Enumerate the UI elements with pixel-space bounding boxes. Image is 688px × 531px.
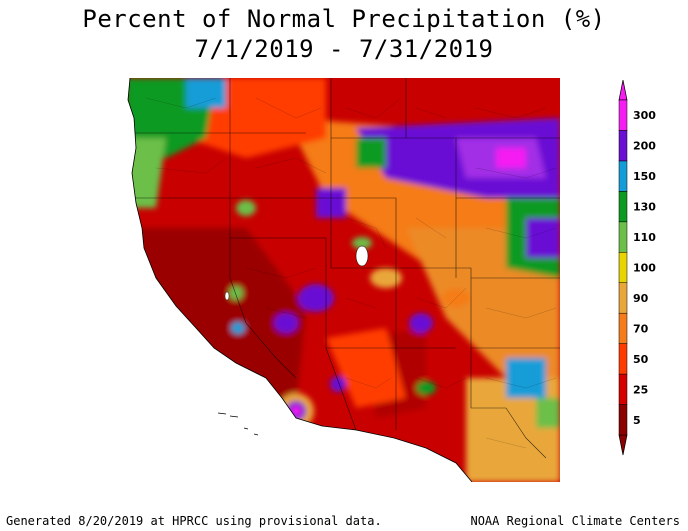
great-salt-lake (355, 245, 369, 267)
legend-swatch-130 (618, 191, 628, 223)
legend-swatch-70 (618, 312, 628, 344)
state-boundaries (128, 78, 560, 459)
legend-label-130: 130 (633, 201, 656, 214)
precipitation-map (126, 77, 560, 483)
legend-swatch-100 (618, 252, 628, 283)
legend-swatch-200 (618, 130, 628, 162)
lake-tahoe (224, 291, 230, 301)
channel-islands (217, 412, 259, 436)
legend-swatch-150 (618, 160, 628, 192)
legend-swatch-300 (618, 99, 628, 131)
legend-label-110: 110 (633, 231, 656, 244)
coastline (127, 77, 473, 483)
legend-label-5: 5 (633, 414, 641, 427)
county-boundaries (145, 97, 557, 449)
legend-arrow-top (618, 80, 628, 101)
legend-swatch-110 (618, 221, 628, 253)
map-date-range: 7/1/2019 - 7/31/2019 (194, 35, 494, 63)
legend-label-90: 90 (633, 292, 649, 305)
legend-swatch-5 (618, 404, 628, 436)
legend-arrow-bottom (618, 434, 628, 456)
legend-label-300: 300 (633, 109, 656, 122)
legend-label-25: 25 (633, 383, 648, 396)
legend-label-200: 200 (633, 140, 656, 153)
generated-note: Generated 8/20/2019 at HPRCC using provi… (6, 514, 382, 528)
legend-label-100: 100 (633, 262, 656, 275)
legend-swatch-25 (618, 373, 628, 405)
legend-label-150: 150 (633, 170, 656, 183)
attribution: NOAA Regional Climate Centers (470, 514, 680, 528)
legend-swatch-50 (618, 343, 628, 375)
precipitation-map-graphic (127, 77, 560, 483)
color-scale-legend: 5 25 50 70 90 100 110 130 150 200 300 (618, 80, 656, 456)
legend-label-50: 50 (633, 353, 649, 366)
legend-swatch-90 (618, 282, 628, 314)
legend-label-70: 70 (633, 322, 649, 335)
map-title: Percent of Normal Precipitation (%) (82, 5, 606, 33)
precipitation-field (128, 78, 560, 482)
